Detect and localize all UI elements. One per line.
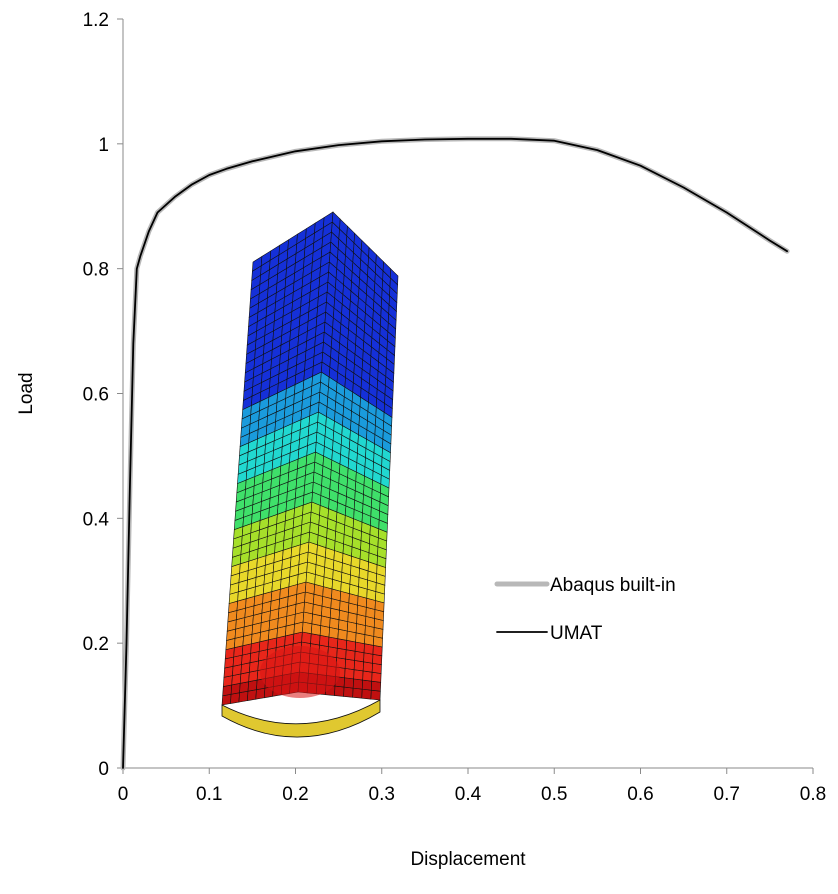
x-tick-label: 0.5 [541, 784, 567, 805]
axes: 0 0.1 0.2 0.3 0.4 0.5 0.6 0.7 0.8 0 0.2 0.4 0.6 0.8 1 1… [16, 10, 826, 870]
mesh-bottom-rim [221, 699, 381, 738]
x-tick-label: 0.2 [282, 784, 308, 805]
y-tick-label: 0 [98, 759, 109, 780]
y-tick-label: 0.4 [83, 509, 110, 530]
y-tick-label: 0.6 [83, 385, 109, 406]
y-tick-label: 1 [98, 135, 109, 156]
mesh-right-face [297, 211, 399, 701]
mesh-hotspot [260, 646, 340, 698]
x-axis-title: Displacement [410, 849, 526, 870]
legend-label-1: Abaqus built-in [550, 575, 676, 596]
mesh-inset-image [221, 211, 399, 738]
x-tick-label: 0.3 [369, 784, 395, 805]
x-tick-label: 0.8 [800, 784, 826, 805]
y-tick-label: 1.2 [83, 10, 109, 31]
series-group [120, 136, 790, 771]
series-line-1 [120, 136, 790, 771]
x-tick-label: 0.4 [455, 784, 482, 805]
series-line-2 [122, 137, 788, 769]
x-tick-label: 0.6 [627, 784, 653, 805]
x-tick-label: 0 [118, 784, 129, 805]
legend-label-2: UMAT [550, 623, 603, 644]
y-tick-label: 0.2 [83, 634, 109, 655]
x-tick-label: 0.1 [196, 784, 222, 805]
y-tick-label: 0.8 [83, 260, 109, 281]
legend: Abaqus built-in UMAT [494, 575, 676, 644]
x-tick-label: 0.7 [714, 784, 740, 805]
y-axis-title: Load [16, 372, 37, 414]
